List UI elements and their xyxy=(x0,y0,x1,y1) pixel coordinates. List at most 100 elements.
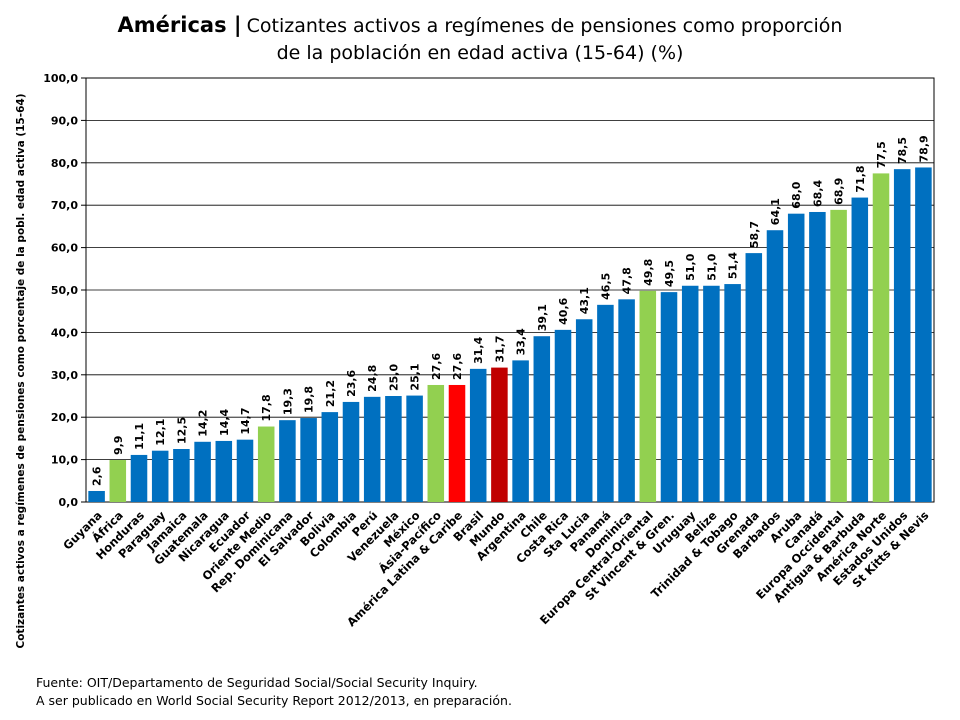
source-line-1: Fuente: OIT/Departamento de Seguridad So… xyxy=(36,675,478,690)
value-label: 78,5 xyxy=(896,137,909,164)
value-label: 51,4 xyxy=(727,252,740,279)
bar xyxy=(915,167,932,503)
value-label: 24,8 xyxy=(366,365,379,392)
bar xyxy=(236,439,254,502)
bar xyxy=(681,285,699,502)
bar xyxy=(830,209,847,502)
bar xyxy=(745,253,763,502)
y-tick-label: 80,0 xyxy=(51,157,78,170)
value-label: 43,1 xyxy=(578,287,591,314)
bar xyxy=(872,173,890,502)
value-label: 51,0 xyxy=(684,253,697,280)
value-label: 64,1 xyxy=(769,198,782,225)
value-label: 14,7 xyxy=(239,408,252,435)
value-label: 68,0 xyxy=(790,181,803,208)
y-tick-label: 10,0 xyxy=(51,454,78,467)
value-label: 17,8 xyxy=(260,394,273,421)
x-axis-labels: GuyanaÁfricaHondurasParaguayJamaicaGuate… xyxy=(60,507,931,629)
value-label: 21,2 xyxy=(324,380,337,407)
bar xyxy=(575,319,593,502)
bar xyxy=(660,292,678,502)
bar xyxy=(597,304,614,502)
bar xyxy=(173,449,190,502)
value-label: 40,6 xyxy=(557,297,570,324)
value-label: 47,8 xyxy=(621,267,634,294)
y-tick-label: 20,0 xyxy=(51,411,78,424)
value-label: 11,1 xyxy=(133,423,146,450)
bar xyxy=(448,384,466,502)
bar xyxy=(639,290,657,502)
y-tick-label: 90,0 xyxy=(51,114,78,127)
bar xyxy=(88,490,105,502)
bar xyxy=(215,440,233,502)
y-tick-label: 30,0 xyxy=(51,369,78,382)
value-label: 49,5 xyxy=(663,260,676,287)
value-label: 12,5 xyxy=(175,417,188,444)
bar xyxy=(257,426,275,502)
bar xyxy=(130,454,148,502)
bar xyxy=(533,336,551,502)
value-label: 49,8 xyxy=(642,259,655,286)
value-label: 14,2 xyxy=(197,410,210,437)
value-label: 2,6 xyxy=(91,466,104,486)
bar xyxy=(512,360,529,502)
value-label: 77,5 xyxy=(875,141,888,168)
y-tick-label: 0,0 xyxy=(59,496,79,509)
value-labels: 2,6 9,9 11,1 12,1 12,5 14,2 14,4 14,7 17,8 19,3 19… xyxy=(91,135,931,486)
value-label: 46,5 xyxy=(599,273,612,300)
bar xyxy=(893,169,911,502)
bar xyxy=(342,401,360,502)
value-label: 31,4 xyxy=(472,336,485,363)
bar xyxy=(724,284,741,502)
value-label: 71,8 xyxy=(854,165,867,192)
y-tick-label: 50,0 xyxy=(51,284,78,297)
bar xyxy=(787,213,805,502)
value-label: 78,9 xyxy=(917,135,930,162)
value-label: 25,1 xyxy=(409,363,422,390)
value-label: 14,4 xyxy=(218,408,231,435)
bar xyxy=(554,329,572,502)
bar-chart: 0,0 10,0 20,0 30,0 40,0 50,0 60,0 70,0 80,0 90,0 1… xyxy=(15,72,935,649)
bar xyxy=(194,441,211,502)
bar xyxy=(469,368,487,502)
chart-title: Américas | Cotizantes activos a regímene… xyxy=(0,12,960,66)
y-tick-label: 100,0 xyxy=(43,72,78,85)
title-bold: Américas | xyxy=(117,13,242,37)
bar xyxy=(300,418,317,502)
value-label: 25,0 xyxy=(387,364,400,391)
bar xyxy=(618,299,635,502)
value-label: 58,7 xyxy=(748,221,761,248)
value-label: 19,8 xyxy=(303,386,316,413)
value-label: 68,9 xyxy=(833,178,846,205)
bar xyxy=(363,396,381,502)
bar xyxy=(279,420,296,502)
bars xyxy=(88,167,932,503)
value-label: 12,1 xyxy=(154,419,167,446)
bar xyxy=(406,395,423,502)
title-line-2: de la población en edad activa (15-64) (… xyxy=(276,42,684,64)
value-label: 27,6 xyxy=(430,352,443,379)
y-axis-ticks: 0,0 10,0 20,0 30,0 40,0 50,0 60,0 70,0 80,0 90,0 1… xyxy=(43,72,78,509)
bar xyxy=(321,412,339,502)
bar xyxy=(109,460,127,502)
y-axis-label: Cotizantes activos a regímenes de pensio… xyxy=(15,93,27,648)
value-label: 27,6 xyxy=(451,352,464,379)
title-text: Cotizantes activos a regímenes de pensio… xyxy=(246,15,843,37)
y-tick-label: 40,0 xyxy=(51,326,78,339)
value-label: 31,7 xyxy=(493,335,506,362)
bar xyxy=(385,396,402,502)
y-tick-label: 60,0 xyxy=(51,242,78,255)
bar xyxy=(151,450,169,502)
value-label: 51,0 xyxy=(705,253,718,280)
value-label: 19,3 xyxy=(281,388,294,415)
bar xyxy=(809,211,826,502)
bar xyxy=(491,367,508,502)
bar xyxy=(703,285,720,502)
bar xyxy=(427,384,445,502)
title-line-1: Américas | Cotizantes activos a regímene… xyxy=(0,12,960,40)
value-label: 9,9 xyxy=(112,436,125,456)
y-tick-label: 70,0 xyxy=(51,199,78,212)
bar xyxy=(851,197,869,502)
value-label: 39,1 xyxy=(536,304,549,331)
bar xyxy=(766,230,784,502)
